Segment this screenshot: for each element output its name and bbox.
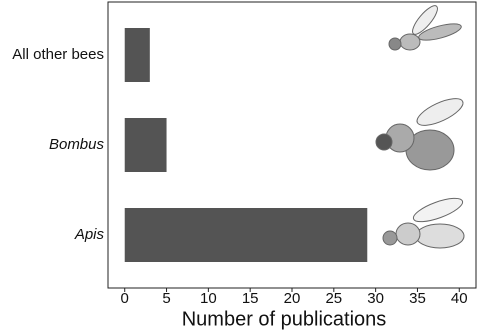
y-tick-label: Bombus [49,136,105,153]
x-axis-title: Number of publications [182,308,387,330]
x-tick-label: 35 [409,290,426,307]
bee-head [388,37,402,51]
bee-wing [416,98,464,126]
x-tick-label: 5 [162,290,170,307]
x-tick-label: 30 [367,290,384,307]
bee-head [375,133,393,151]
x-tick-label: 20 [284,290,301,307]
bee-wing [412,197,464,223]
bee-thorax [399,33,421,51]
bee-thorax [395,222,421,246]
bee-wing [412,5,438,35]
y-tick-label: All other bees [12,46,104,63]
y-tick-label: Apis [74,226,105,243]
bee-head [382,230,398,246]
bee-illustrations [375,5,465,249]
bar [124,118,167,172]
x-tick-label: 0 [121,290,129,307]
bee-abdomen [415,223,465,249]
bar [124,208,368,262]
x-tick-label: 40 [451,290,468,307]
bar [124,28,150,82]
x-tick-label: 10 [200,290,217,307]
x-tick-label: 25 [325,290,342,307]
x-tick-label: 15 [242,290,259,307]
